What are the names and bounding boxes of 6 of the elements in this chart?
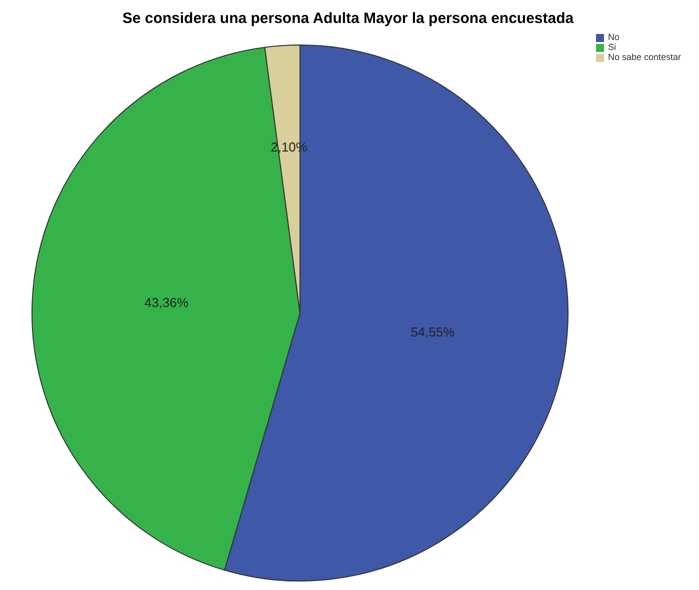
legend-label: No sabe contestar — [608, 52, 681, 62]
legend-label: Si — [608, 42, 616, 52]
data-label: 43,36% — [144, 295, 189, 310]
chart-title: Se considera una persona Adulta Mayor la persona encuestada — [121, 10, 575, 27]
data-label: 54,55% — [410, 324, 456, 340]
legend-label: No — [608, 32, 620, 42]
